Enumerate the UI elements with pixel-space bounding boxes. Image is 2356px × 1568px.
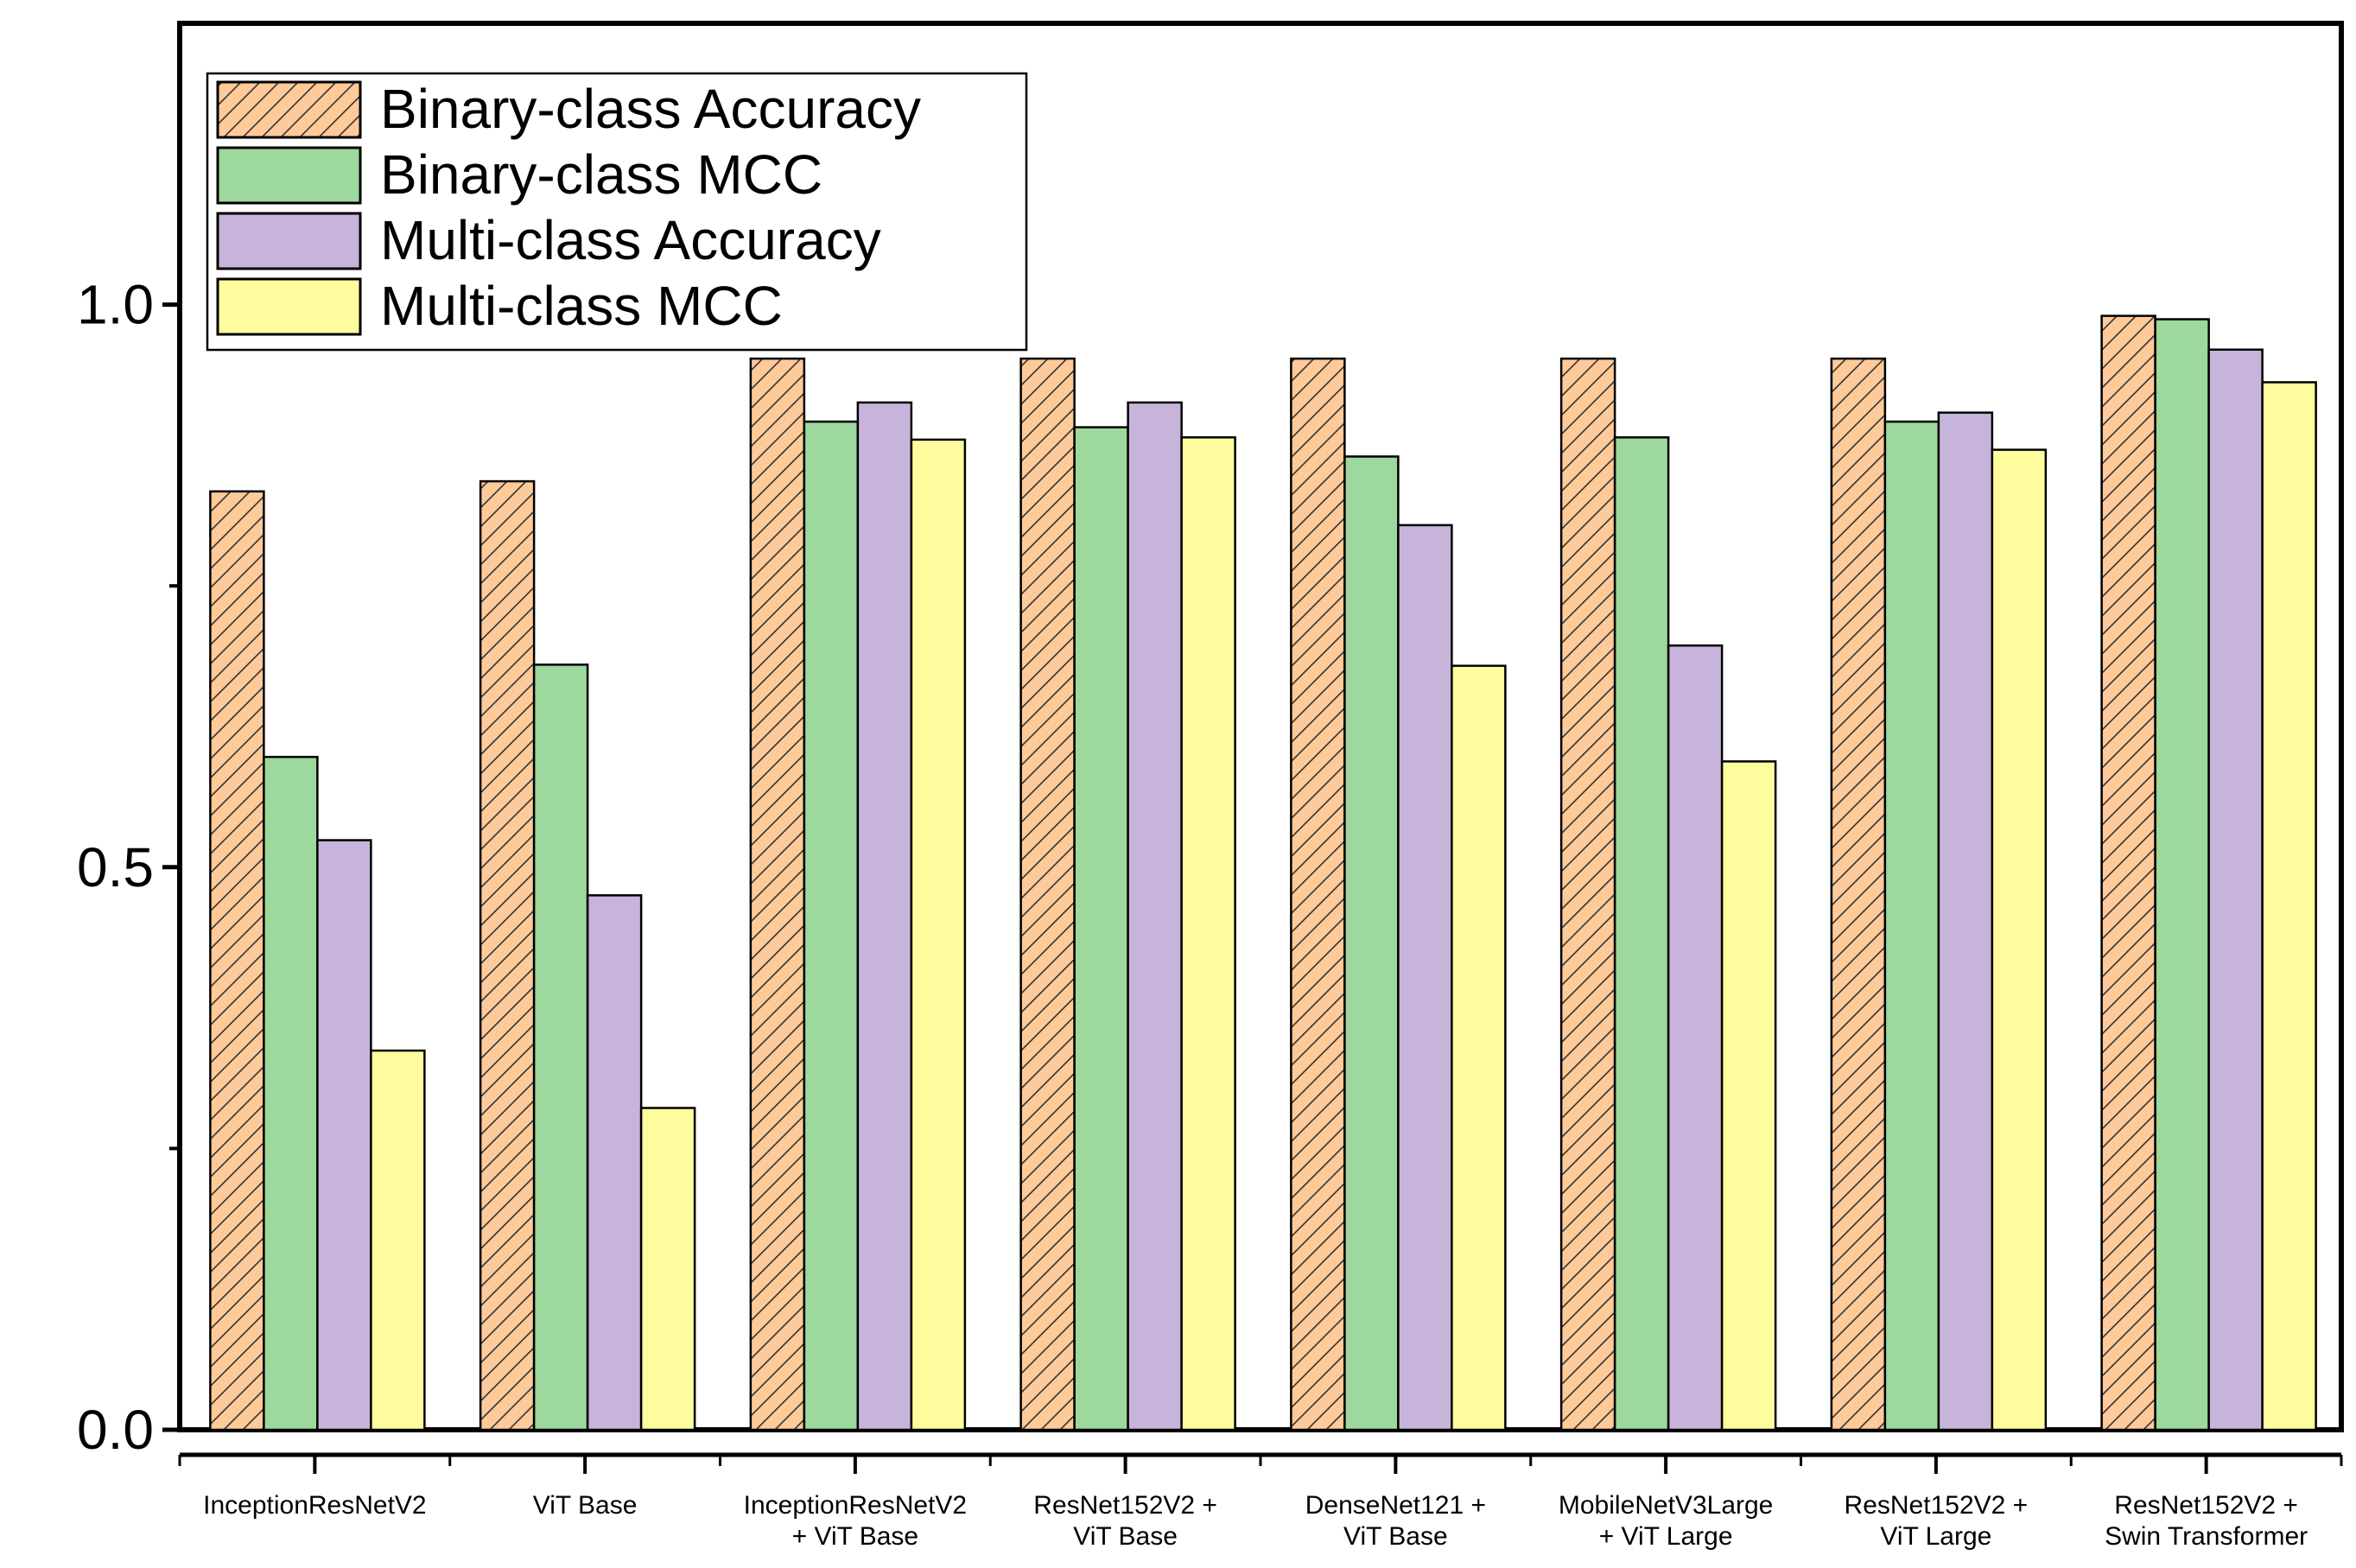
bar-4-2 [639,1107,696,1432]
x-tick-label-line: Swin Transformer [2105,1522,2308,1551]
bar-2-2 [532,663,589,1432]
x-tick-label-line: ViT Large [1880,1522,1991,1551]
bar-2-6 [1613,436,1670,1432]
bar-3-4 [1127,401,1183,1432]
x-tick-label-line: ViT Base [1073,1522,1178,1551]
bar-1-1 [209,490,265,1432]
legend-swatch-4 [216,277,362,336]
bar-3-1 [316,839,372,1432]
legend-label-1: Binary-class Accuracy [380,78,921,140]
x-tick-label-line: + ViT Base [792,1522,918,1551]
legend-swatch-1 [216,80,362,139]
bar-1-7 [1830,357,1887,1432]
bar-3-5 [1397,524,1453,1432]
bar-1-5 [1290,357,1346,1432]
legend-swatch-2 [216,146,362,205]
x-tick-label: ViT Base [533,1491,638,1520]
x-tick-label: DenseNet121 + ViT Base [1305,1491,1486,1551]
x-tick-label-line: MobileNetV3Large [1559,1491,1773,1520]
y-tick-label: 0.0 [77,1399,154,1461]
bar-3-2 [586,894,643,1432]
bar-1-6 [1559,357,1616,1432]
plot-frame [177,21,2344,1432]
bar-4-8 [2261,381,2317,1432]
x-tick-label: InceptionResNetV2 [203,1491,427,1520]
bar-4-6 [1720,760,1777,1432]
bar-4-5 [1451,664,1507,1432]
legend-label-4: Multi-class MCC [380,275,783,337]
x-tick-label-line: InceptionResNetV2 [744,1491,968,1520]
x-tick-label-line: DenseNet121 + [1305,1491,1486,1520]
bar-1-3 [749,357,806,1432]
x-tick-label-line: ResNet152V2 + [1845,1491,2029,1520]
x-tick-label-line: ViT Base [533,1491,638,1520]
bar-4-4 [1180,436,1236,1432]
bar-1-4 [1019,357,1076,1432]
x-tick-label: ResNet152V2 + ViT Large [1845,1491,2029,1551]
bar-2-5 [1343,455,1400,1432]
bar-3-3 [856,401,913,1432]
x-tick-label-line: + ViT Large [1599,1522,1733,1551]
x-tick-label: MobileNetV3Large + ViT Large [1559,1491,1773,1551]
bar-3-7 [1937,411,1994,1432]
y-tick-label: 0.5 [77,836,154,898]
bar-2-8 [2154,318,2210,1432]
x-tick-label: ResNet152V2 + ViT Base [1033,1491,1217,1551]
y-axis: 0.0 0.5 1.0 [77,274,180,1461]
plot-area [177,21,2344,1432]
x-axis: InceptionResNetV2 ViT Base InceptionResNet… [178,1452,2343,1551]
x-tick-label-line: ResNet152V2 + [2114,1491,2298,1520]
x-tick-label-line: InceptionResNetV2 [203,1491,427,1520]
bar-4-1 [370,1049,426,1432]
bar-1-2 [479,479,536,1432]
x-tick-label-line: ViT Base [1343,1522,1448,1551]
bar-4-3 [910,438,967,1432]
bar-2-4 [1073,426,1129,1432]
bar-4-7 [1991,448,2048,1432]
bar-3-6 [1667,644,1724,1432]
legend-label-3: Multi-class Accuracy [380,209,881,271]
bar-2-1 [263,755,319,1432]
x-tick-label: ResNet152V2 + Swin Transformer [2105,1491,2308,1551]
x-tick-label-line: ResNet152V2 + [1033,1491,1217,1520]
legend-swatch-3 [216,212,362,270]
bar-2-3 [803,420,860,1432]
x-tick-label: InceptionResNetV2 + ViT Base [744,1491,968,1551]
legend-label-2: Binary-class MCC [380,143,822,206]
y-tick-label: 1.0 [77,274,154,336]
bar-3-8 [2207,348,2264,1432]
bar-2-7 [1883,420,1940,1432]
bar-1-8 [2100,314,2156,1432]
